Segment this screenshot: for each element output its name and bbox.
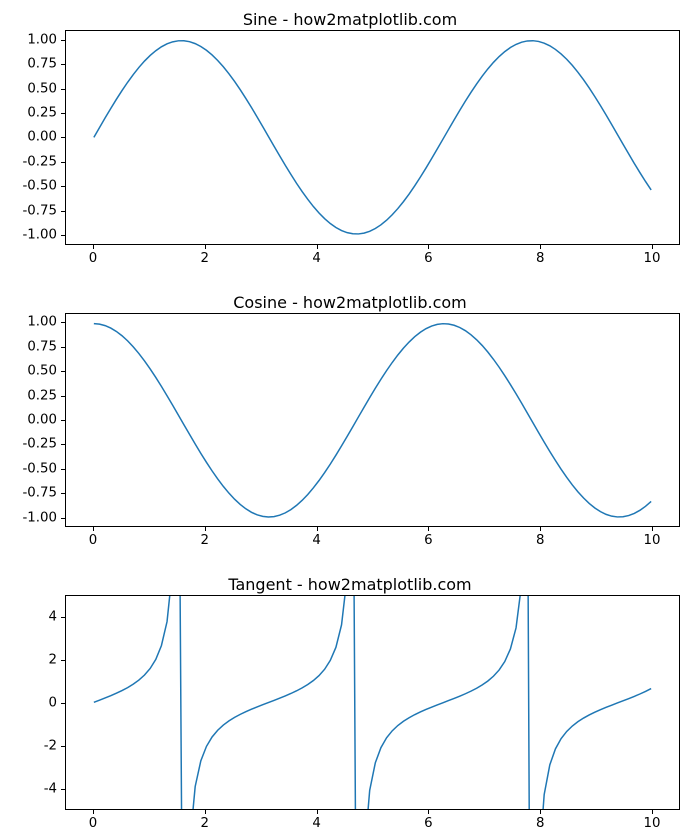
ytick-mark [61, 746, 65, 747]
ytick-mark [61, 211, 65, 212]
ytick-mark [61, 617, 65, 618]
subplot-tangent: Tangent - how2matplotlib.com 0 2 4 6 8 10 -4 -2 0… [0, 575, 700, 830]
xtick-mark [652, 245, 653, 249]
xtick-mark [652, 527, 653, 531]
xtick-label: 8 [536, 533, 544, 548]
ytick-mark [61, 113, 65, 114]
ytick-label: -0.75 [23, 203, 58, 218]
ytick-mark [61, 64, 65, 65]
xtick-mark [205, 527, 206, 531]
ytick-mark [61, 186, 65, 187]
xtick-mark [428, 527, 429, 531]
ytick-mark [61, 137, 65, 138]
xtick-mark [93, 527, 94, 531]
ytick-label: 2 [49, 652, 57, 667]
xtick-label: 8 [536, 251, 544, 266]
xtick-label: 2 [201, 533, 209, 548]
xtick-label: 4 [312, 816, 320, 831]
ytick-mark [61, 322, 65, 323]
ytick-label: 1.00 [27, 32, 57, 47]
xtick-mark [540, 527, 541, 531]
xtick-label: 10 [644, 533, 661, 548]
ytick-mark [61, 703, 65, 704]
xtick-label: 6 [424, 533, 432, 548]
ytick-label: -0.75 [23, 486, 58, 501]
ytick-label: 0 [49, 695, 57, 710]
xtick-mark [317, 527, 318, 531]
ytick-mark [61, 660, 65, 661]
line-cosine [94, 323, 651, 516]
xtick-label: 4 [312, 533, 320, 548]
plot-area-tangent [65, 595, 680, 810]
xtick-mark [540, 810, 541, 814]
ytick-mark [61, 396, 65, 397]
xtick-mark [205, 245, 206, 249]
xtick-mark [540, 245, 541, 249]
ytick-mark [61, 493, 65, 494]
ytick-mark [61, 89, 65, 90]
curve-tangent [66, 596, 679, 809]
xtick-mark [428, 810, 429, 814]
ytick-label: 4 [49, 609, 57, 624]
ytick-mark [61, 371, 65, 372]
ytick-label: 0.75 [27, 339, 57, 354]
ytick-mark [61, 40, 65, 41]
figure: Sine - how2matplotlib.com 0 2 4 6 8 10 -1.00 -0.… [0, 0, 700, 840]
ytick-label: 0.50 [27, 364, 57, 379]
xtick-label: 0 [89, 251, 97, 266]
ytick-mark [61, 444, 65, 445]
xtick-mark [205, 810, 206, 814]
xtick-label: 10 [644, 816, 661, 831]
chart-title-cosine: Cosine - how2matplotlib.com [0, 293, 700, 312]
chart-title-sine: Sine - how2matplotlib.com [0, 10, 700, 29]
xtick-label: 2 [201, 816, 209, 831]
xtick-label: 0 [89, 533, 97, 548]
ytick-label: -0.25 [23, 154, 58, 169]
ytick-mark [61, 518, 65, 519]
line-tangent [94, 595, 651, 810]
xtick-mark [317, 245, 318, 249]
plot-area-cosine [65, 313, 680, 528]
ytick-label: 0.75 [27, 57, 57, 72]
curve-sine [66, 31, 679, 244]
ytick-label: -1.00 [23, 510, 58, 525]
ytick-label: -2 [44, 738, 57, 753]
ytick-label: -0.50 [23, 461, 58, 476]
line-sine [94, 41, 651, 234]
ytick-mark [61, 235, 65, 236]
ytick-label: 1.00 [27, 315, 57, 330]
chart-title-tangent: Tangent - how2matplotlib.com [0, 575, 700, 594]
xtick-mark [652, 810, 653, 814]
xtick-label: 0 [89, 816, 97, 831]
ytick-label: 0.25 [27, 105, 57, 120]
ytick-label: 0.00 [27, 412, 57, 427]
ytick-label: 0.00 [27, 130, 57, 145]
ytick-mark [61, 789, 65, 790]
ytick-label: -1.00 [23, 227, 58, 242]
xtick-label: 8 [536, 816, 544, 831]
ytick-label: -4 [44, 781, 57, 796]
ytick-mark [61, 347, 65, 348]
ytick-label: -0.50 [23, 179, 58, 194]
ytick-mark [61, 420, 65, 421]
xtick-mark [93, 810, 94, 814]
subplot-sine: Sine - how2matplotlib.com 0 2 4 6 8 10 -1.00 -0.… [0, 10, 700, 265]
xtick-label: 4 [312, 251, 320, 266]
xtick-label: 2 [201, 251, 209, 266]
subplot-cosine: Cosine - how2matplotlib.com 0 2 4 6 8 10 -1.00 -… [0, 293, 700, 548]
xtick-label: 6 [424, 251, 432, 266]
ytick-label: 0.50 [27, 81, 57, 96]
xtick-mark [317, 810, 318, 814]
plot-area-sine [65, 30, 680, 245]
curve-cosine [66, 314, 679, 527]
xtick-label: 10 [644, 251, 661, 266]
xtick-label: 6 [424, 816, 432, 831]
ytick-label: -0.25 [23, 437, 58, 452]
xtick-mark [93, 245, 94, 249]
ytick-mark [61, 162, 65, 163]
xtick-mark [428, 245, 429, 249]
ytick-mark [61, 469, 65, 470]
ytick-label: 0.25 [27, 388, 57, 403]
